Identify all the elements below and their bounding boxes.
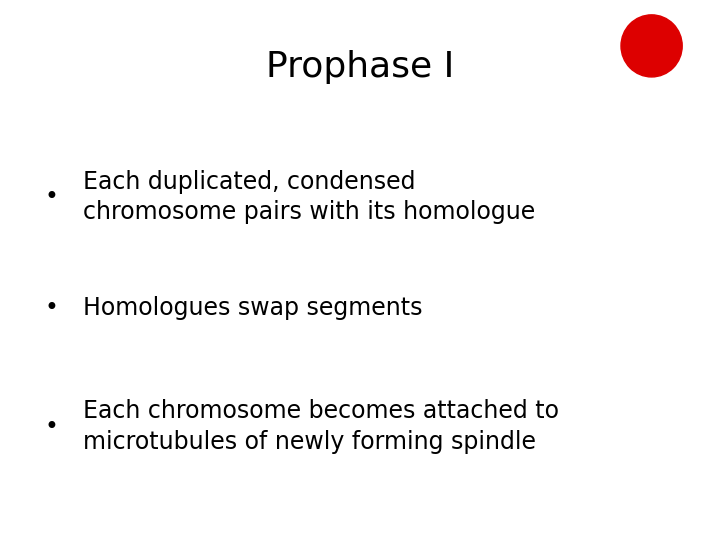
Text: Each duplicated, condensed
chromosome pairs with its homologue: Each duplicated, condensed chromosome pa… [83, 170, 535, 225]
Text: •: • [45, 296, 59, 320]
Text: Homologues swap segments: Homologues swap segments [83, 296, 423, 320]
Ellipse shape [621, 15, 683, 77]
Text: •: • [45, 415, 59, 438]
Text: Prophase I: Prophase I [266, 51, 454, 84]
Text: •: • [45, 185, 59, 209]
Text: Each chromosome becomes attached to
microtubules of newly forming spindle: Each chromosome becomes attached to micr… [83, 399, 559, 454]
